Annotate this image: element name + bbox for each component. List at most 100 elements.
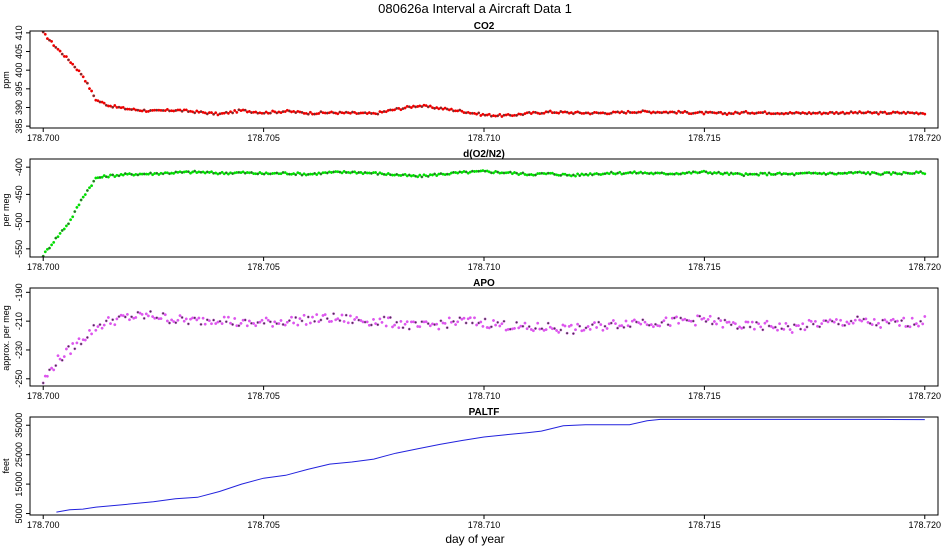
o2n2-point [374, 171, 378, 174]
co2-point [923, 112, 927, 116]
apo-point [845, 320, 849, 324]
apo-point [197, 316, 201, 320]
apo-point [917, 324, 920, 328]
apo-point [359, 319, 363, 322]
apo-point [860, 319, 864, 323]
co2-point [529, 112, 533, 116]
apo-point [706, 318, 710, 321]
apo-point [264, 316, 268, 320]
apo-point [616, 326, 620, 330]
apo-point [85, 336, 89, 339]
co2-point [90, 89, 94, 93]
co2-point [744, 109, 748, 113]
apo-point [515, 320, 519, 324]
co2-point [460, 109, 464, 113]
apo-point [325, 317, 329, 321]
co2-point [500, 115, 504, 118]
o2n2-point [224, 171, 228, 175]
apo-point [921, 322, 925, 326]
y-axis-label-paltf: feet [1, 458, 11, 474]
o2n2-point [574, 174, 577, 178]
apo-point [67, 344, 70, 348]
o2n2-x-tick-label: 178.720 [909, 262, 942, 272]
co2-point [847, 111, 851, 115]
apo-point [868, 321, 872, 325]
apo-point [100, 326, 104, 330]
apo-point [292, 321, 296, 325]
co2-point [50, 39, 54, 43]
apo-point [130, 315, 134, 319]
co2-point [54, 45, 58, 49]
apo-point [839, 318, 843, 322]
apo-point [546, 321, 550, 325]
o2n2-point [559, 173, 563, 177]
co2-point [889, 111, 893, 115]
co2-point [725, 113, 729, 117]
apo-point [668, 324, 672, 328]
co2-point [498, 112, 502, 116]
apo-point [45, 374, 49, 378]
co2-point [675, 111, 678, 115]
o2n2-point [300, 173, 304, 177]
o2n2-point [100, 175, 104, 179]
co2-point [212, 112, 216, 116]
apo-point [48, 368, 51, 372]
o2n2-point [708, 171, 712, 175]
o2n2-point [146, 172, 150, 176]
apo-point [229, 321, 232, 325]
co2-y-tick-label: 400 [14, 63, 24, 78]
apo-point [595, 326, 599, 329]
o2n2-point [75, 205, 79, 209]
apo-point [468, 316, 472, 320]
apo-point [60, 358, 64, 362]
apo-point [801, 322, 805, 326]
co2-point [67, 58, 70, 62]
o2n2-point [923, 172, 927, 176]
o2n2-point [298, 172, 302, 175]
panel-title-paltf: PALTF [469, 407, 500, 418]
apo-point [828, 318, 832, 322]
o2n2-marks [41, 169, 927, 258]
apo-point [664, 316, 668, 320]
apo-point [609, 321, 613, 325]
o2n2-y-tick-label: -450 [14, 185, 24, 203]
apo-point [727, 320, 731, 324]
apo-point [123, 315, 127, 319]
co2-point [235, 110, 239, 114]
co2-point [336, 112, 340, 116]
co2-point [283, 110, 287, 114]
apo-point [75, 341, 79, 345]
co2-point [420, 105, 424, 109]
apo-point [717, 316, 721, 320]
co2-point [264, 110, 268, 114]
apo-point [184, 317, 188, 321]
apo-point [315, 313, 319, 317]
co2-point [231, 111, 235, 115]
apo-point [788, 328, 792, 332]
apo-point [759, 325, 763, 329]
co2-point [184, 108, 188, 112]
apo-point [733, 322, 737, 326]
apo-point [870, 323, 874, 327]
apo-point [462, 316, 466, 320]
co2-point [113, 104, 117, 107]
apo-point [222, 315, 226, 319]
apo-point [88, 328, 91, 332]
apo-point [820, 322, 824, 326]
apo-x-tick-label: 178.710 [468, 391, 501, 401]
apo-point [803, 328, 807, 332]
apo-point [761, 328, 765, 332]
o2n2-point [418, 173, 422, 177]
apo-point [555, 329, 559, 332]
o2n2-point [69, 218, 73, 222]
apo-point [189, 317, 192, 321]
apo-point [388, 316, 392, 319]
o2n2-point [283, 171, 287, 175]
o2n2-point [50, 243, 54, 247]
apo-point [73, 347, 77, 351]
apo-point [456, 320, 460, 324]
apo-point [98, 323, 102, 327]
o2n2-point [456, 171, 460, 175]
apo-y-tick-label: -190 [14, 283, 24, 301]
